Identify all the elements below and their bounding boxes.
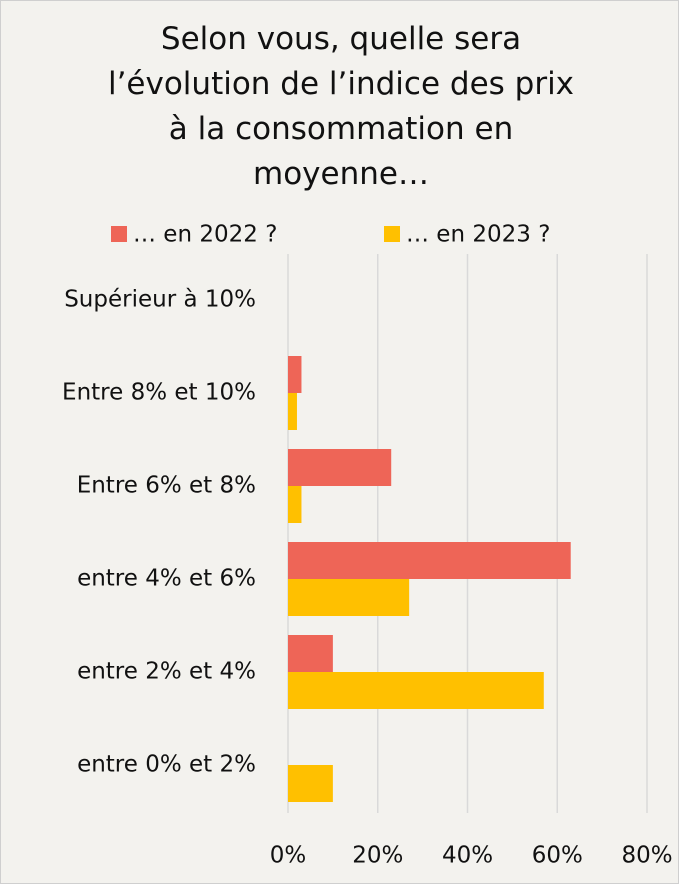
bar — [288, 356, 302, 393]
x-tick-label: 0% — [270, 843, 307, 869]
bar — [288, 393, 297, 430]
chart-title: Selon vous, quelle sera l’évolution de l… — [107, 21, 575, 192]
bar — [288, 579, 410, 616]
x-tick-label: 40% — [442, 843, 493, 869]
legend-swatch — [111, 226, 127, 242]
x-tick-label: 80% — [621, 843, 672, 869]
y-tick-label: entre 0% et 2% — [77, 752, 256, 778]
legend-label: … en 2023 ? — [406, 222, 550, 248]
bar — [288, 542, 571, 579]
y-tick-label: Supérieur à 10% — [64, 287, 256, 313]
y-tick-label: entre 2% et 4% — [77, 659, 256, 685]
legend-swatch — [384, 226, 400, 242]
bar — [288, 486, 302, 523]
legend-label: … en 2022 ? — [133, 222, 277, 248]
bar — [288, 765, 333, 802]
y-tick-label: entre 4% et 6% — [77, 566, 256, 592]
bar — [288, 449, 392, 486]
bar — [288, 635, 333, 672]
x-tick-label: 60% — [532, 843, 583, 869]
bar — [288, 672, 544, 709]
y-tick-label: Entre 8% et 10% — [62, 380, 256, 406]
x-tick-label: 20% — [352, 843, 403, 869]
y-tick-label: Entre 6% et 8% — [77, 473, 256, 499]
